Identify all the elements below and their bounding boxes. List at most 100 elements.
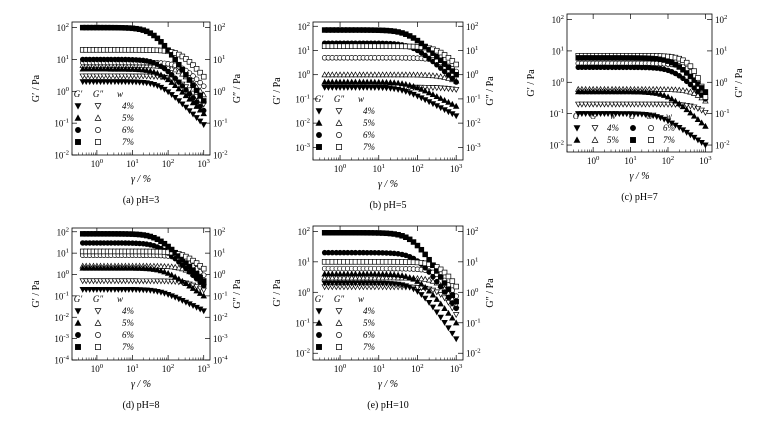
data-point-gpp [441, 269, 448, 276]
chart-panel-0: 100 101 102 10310-210-110010110210-210-1100… [31, 21, 243, 206]
y2-tick-label: 100 [213, 86, 226, 97]
data-point-gp [360, 280, 367, 287]
data-point-gp [336, 280, 344, 287]
x-axis-label: γ / % [378, 179, 398, 190]
legend-marker-gp [74, 308, 82, 315]
data-point-gpp [344, 71, 351, 78]
legend-label: 6% [122, 125, 134, 135]
data-point-gpp [453, 283, 459, 290]
legend-label: 6% [363, 330, 375, 340]
y2-tick-label: 10-1 [466, 317, 481, 328]
legend-label: 4% [363, 106, 375, 116]
legend: G′ G″ w 4% 5% 6% 7% [74, 294, 134, 352]
data-point-gp [445, 98, 452, 105]
legend-label: 7% [363, 342, 375, 352]
data-point-gpp [429, 85, 437, 92]
data-point-gpp [107, 278, 115, 285]
data-point-gp [390, 79, 398, 86]
y-tick-label: 102 [57, 22, 69, 33]
x-tick-label: 100 [91, 158, 104, 169]
y2-tick-label: 101 [213, 248, 225, 259]
data-point-gpp [340, 71, 348, 78]
data-point-gp [449, 68, 456, 74]
y2-tick-label: 10-1 [466, 93, 481, 104]
legend-header: G′ [629, 111, 638, 121]
data-point-gpp [683, 59, 690, 66]
data-point-gp [175, 85, 183, 92]
data-point-gp [150, 265, 158, 272]
data-point-gpp [183, 56, 189, 62]
data-point-gp [649, 89, 657, 96]
data-point-gp [429, 291, 437, 298]
legend-marker-gp [316, 332, 322, 338]
data-point-gp [183, 260, 189, 266]
data-point-gpp [171, 66, 179, 73]
data-point-gp [441, 319, 448, 326]
panel-caption: (d) pH=8 [122, 400, 159, 411]
data-point-gp [425, 287, 433, 294]
data-point-gp [422, 251, 428, 258]
legend-header: w [610, 111, 616, 121]
data-point-gp [200, 282, 207, 289]
legend-marker-gp [316, 132, 322, 138]
data-point-gp [107, 79, 115, 86]
data-point-gpp [690, 89, 698, 96]
data-point-gp [176, 61, 182, 68]
data-point-gp [200, 278, 207, 284]
data-point-gpp [582, 101, 589, 108]
data-point-gp [363, 270, 371, 277]
y-tick-label: 10-1 [295, 317, 310, 328]
legend-marker-gp [75, 127, 81, 133]
data-point-gp [161, 65, 168, 72]
data-point-gp [683, 70, 690, 76]
data-point-gp [340, 78, 348, 85]
data-point-gpp [597, 101, 604, 108]
data-point-gpp [433, 85, 441, 92]
y-tick-label: 10-2 [549, 140, 564, 151]
data-point-gp [179, 256, 186, 263]
data-point-gp [321, 280, 328, 287]
data-point-gpp [190, 62, 196, 68]
data-point-gpp [421, 275, 429, 282]
legend-marker-gp [573, 125, 581, 132]
x-tick-label: 102 [162, 158, 174, 169]
data-point-gpp [367, 71, 375, 78]
data-point-gpp [445, 273, 452, 280]
data-point-gp [168, 92, 175, 98]
data-point-gp [437, 274, 444, 280]
x-tick-label: 101 [624, 155, 636, 166]
legend-marker-gpp [336, 132, 342, 138]
data-point-gp [164, 76, 172, 83]
data-point-gpp [390, 71, 398, 78]
data-point-gp [375, 270, 382, 277]
data-point-gp [186, 282, 193, 289]
chart-panel-1: 100 101 102 10310-310-210-110010110210-310-… [272, 21, 496, 211]
data-point-gp [426, 256, 432, 263]
legend-header: w [358, 294, 364, 304]
y-tick-label: 10-1 [295, 93, 310, 104]
y-tick-label: 10-1 [54, 290, 69, 301]
data-point-gp [189, 111, 197, 118]
data-point-gp [434, 53, 440, 60]
legend-marker-gp [573, 136, 581, 143]
data-point-gp [582, 111, 589, 118]
data-point-gp [398, 80, 406, 87]
data-point-gpp [186, 59, 193, 65]
y2-axis-label: G″ / Pa [485, 278, 496, 308]
legend-label: 5% [122, 318, 134, 328]
data-point-gp [193, 271, 200, 277]
data-point-gpp [646, 101, 653, 108]
legend-header: G″ [646, 111, 656, 121]
data-point-gp [371, 78, 379, 85]
data-point-gp [679, 103, 687, 110]
data-point-gpp [190, 73, 196, 79]
data-point-gp [627, 111, 634, 118]
legend-label: 6% [122, 330, 134, 340]
data-point-gp [154, 35, 161, 42]
y2-tick-label: 10-3 [466, 142, 481, 153]
data-point-gpp [414, 284, 421, 291]
legend-label: 6% [663, 123, 675, 133]
data-point-gpp [449, 58, 456, 64]
data-point-gp [360, 84, 367, 91]
data-point-gp [352, 280, 359, 287]
